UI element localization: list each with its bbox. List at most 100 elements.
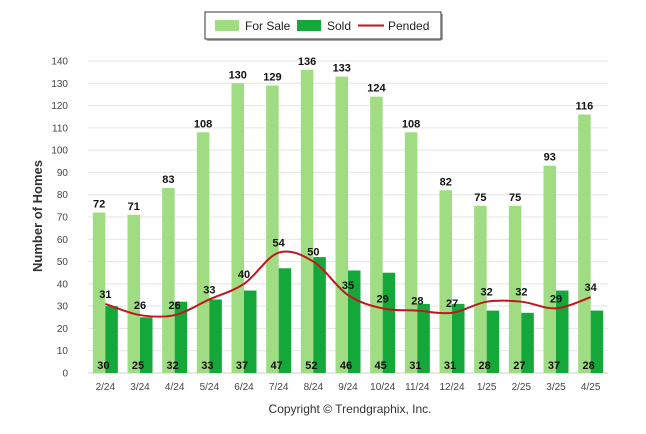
label-for-sale: 72 xyxy=(93,199,105,211)
label-for-sale: 136 xyxy=(298,56,316,68)
x-tick-label: 10/24 xyxy=(370,382,395,393)
label-for-sale: 75 xyxy=(474,192,486,204)
bar-for-sale xyxy=(92,212,106,373)
x-tick-label: 8/24 xyxy=(304,382,324,393)
x-tick-label: 4/24 xyxy=(165,382,185,393)
bar-for-sale xyxy=(578,114,591,373)
x-tick-label: 3/25 xyxy=(546,382,566,393)
label-for-sale: 93 xyxy=(544,152,556,164)
label-for-sale: 108 xyxy=(402,118,420,130)
y-tick-label: 110 xyxy=(52,123,68,134)
label-for-sale: 133 xyxy=(333,63,351,75)
bar-sold xyxy=(313,257,326,373)
label-for-sale: 124 xyxy=(367,83,386,95)
y-tick-label: 60 xyxy=(57,235,69,246)
label-pended: 28 xyxy=(411,296,423,308)
bar-sold xyxy=(209,299,222,373)
label-pended: 35 xyxy=(342,280,354,292)
label-sold: 28 xyxy=(479,360,491,372)
label-pended: 29 xyxy=(550,293,562,305)
x-tick-label: 9/24 xyxy=(338,382,358,393)
bar-sold xyxy=(417,303,430,373)
legend-label: For Sale xyxy=(245,19,291,33)
y-tick-label: 30 xyxy=(57,302,69,313)
label-sold: 31 xyxy=(444,360,456,372)
label-sold: 28 xyxy=(583,360,595,372)
y-tick-label: 120 xyxy=(51,101,68,112)
y-tick-label: 20 xyxy=(57,324,69,335)
pended-line-path xyxy=(105,250,591,318)
bar-for-sale xyxy=(370,96,383,374)
label-sold: 45 xyxy=(375,360,387,372)
bar-sold xyxy=(382,272,396,373)
bars xyxy=(92,69,604,374)
bar-for-sale xyxy=(127,214,140,373)
label-pended: 32 xyxy=(515,287,527,299)
bar-sold xyxy=(244,290,257,373)
bar-sold xyxy=(521,312,534,373)
bar-for-sale xyxy=(543,165,556,373)
label-sold: 33 xyxy=(201,360,213,372)
label-pended: 27 xyxy=(446,298,458,310)
bar-for-sale xyxy=(439,190,452,373)
label-pended: 31 xyxy=(99,289,111,301)
label-sold: 37 xyxy=(548,360,560,372)
x-tick-label: 7/24 xyxy=(269,382,289,393)
bar-sold xyxy=(590,310,604,373)
label-pended: 29 xyxy=(377,293,389,305)
bar-for-sale xyxy=(266,85,279,373)
x-tick-label: 4/25 xyxy=(581,382,601,393)
bar-sold xyxy=(486,310,500,373)
label-for-sale: 129 xyxy=(263,72,281,84)
x-tick-label: 2/25 xyxy=(512,382,532,393)
label-pended: 33 xyxy=(203,284,215,296)
bar-sold xyxy=(556,290,569,373)
label-for-sale: 108 xyxy=(194,118,212,130)
x-tick-label: 1/25 xyxy=(477,382,497,393)
label-pended: 34 xyxy=(585,282,598,294)
y-axis-label: Number of Homes xyxy=(30,160,45,272)
label-for-sale: 83 xyxy=(162,174,174,186)
bar-for-sale xyxy=(335,76,348,373)
y-tick-label: 10 xyxy=(57,346,69,357)
legend-swatch xyxy=(297,20,321,31)
x-tick-label: 12/24 xyxy=(439,382,464,393)
y-tick-label: 100 xyxy=(51,146,68,157)
bar-sold xyxy=(174,301,188,373)
legend-box xyxy=(204,11,442,40)
bar-for-sale xyxy=(474,205,487,373)
label-pended: 54 xyxy=(273,238,286,250)
bar-for-sale xyxy=(508,205,522,373)
bar-for-sale xyxy=(404,132,418,373)
label-for-sale: 71 xyxy=(128,201,140,213)
bar-sold xyxy=(278,268,292,373)
bar-for-sale xyxy=(196,132,210,373)
label-sold: 52 xyxy=(305,360,317,372)
label-pended: 32 xyxy=(481,287,493,299)
x-tick-label: 3/24 xyxy=(130,382,150,393)
x-tick-label: 11/24 xyxy=(405,382,430,393)
x-tick-label: 2/24 xyxy=(96,382,116,393)
label-sold: 27 xyxy=(513,360,525,372)
y-tick-label: 0 xyxy=(62,369,68,380)
label-pended: 50 xyxy=(307,247,319,259)
bar-sold xyxy=(105,306,118,373)
x-tick-label: 5/24 xyxy=(200,382,220,393)
bar-for-sale xyxy=(162,188,175,373)
label-sold: 37 xyxy=(236,360,248,372)
legend: For Sale Sold Pended xyxy=(204,11,443,41)
bar-sold xyxy=(140,317,153,373)
bar-for-sale xyxy=(231,83,244,374)
y-tick-label: 130 xyxy=(51,79,68,90)
label-pended: 26 xyxy=(169,300,181,312)
legend-label: Pended xyxy=(388,19,429,33)
y-tick-label: 90 xyxy=(57,168,69,179)
bar-for-sale xyxy=(300,69,314,374)
x-tick-label: 6/24 xyxy=(234,382,254,393)
axes: 0 10 20 30 40 50 60 70 80 90 100 110 120 130 140 2/24 3/… xyxy=(51,57,608,393)
legend-swatch xyxy=(215,20,239,31)
pended-line xyxy=(105,250,591,318)
copyright-text: Copyright © Trendgraphix, Inc. xyxy=(269,402,432,416)
label-for-sale: 75 xyxy=(509,192,521,204)
